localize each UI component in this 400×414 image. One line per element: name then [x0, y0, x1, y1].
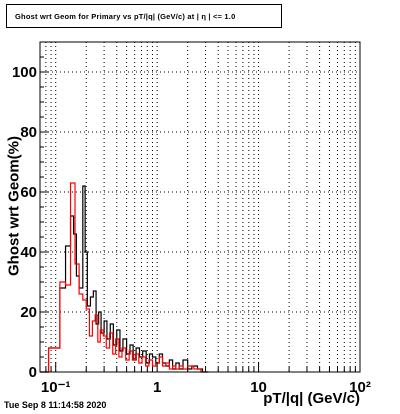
grid — [40, 42, 360, 373]
y-tick-label: 20 — [20, 304, 37, 321]
x-tick-label: 10⁻¹ — [41, 379, 71, 396]
timestamp: Tue Sep 8 11:14:58 2020 — [4, 400, 107, 410]
y-tick-label: 0 — [29, 364, 37, 381]
plot-frame — [39, 41, 361, 373]
y-tick-label: 100 — [12, 64, 37, 81]
histogram-series-1 — [40, 182, 209, 373]
y-tick-label: 60 — [20, 184, 37, 201]
chart-title: Ghost wrt Geom for Primary vs pT/|q| (Ge… — [6, 4, 282, 28]
x-tick-label: 1 — [153, 379, 161, 396]
x-tick-label: 10² — [349, 379, 371, 396]
histogram-series-0 — [40, 185, 209, 373]
y-axis-label: Ghost wrt Geom(%) — [5, 135, 23, 277]
x-tick-label: 10 — [250, 379, 267, 396]
y-tick-label: 40 — [20, 244, 37, 261]
y-tick-label: 80 — [20, 124, 37, 141]
x-axis-label: pT/|q| (GeV/c) — [263, 390, 360, 407]
axes: 0 20 40 60 80 100 10⁻¹ 1 10 10² — [12, 41, 371, 396]
histograms — [40, 182, 209, 373]
